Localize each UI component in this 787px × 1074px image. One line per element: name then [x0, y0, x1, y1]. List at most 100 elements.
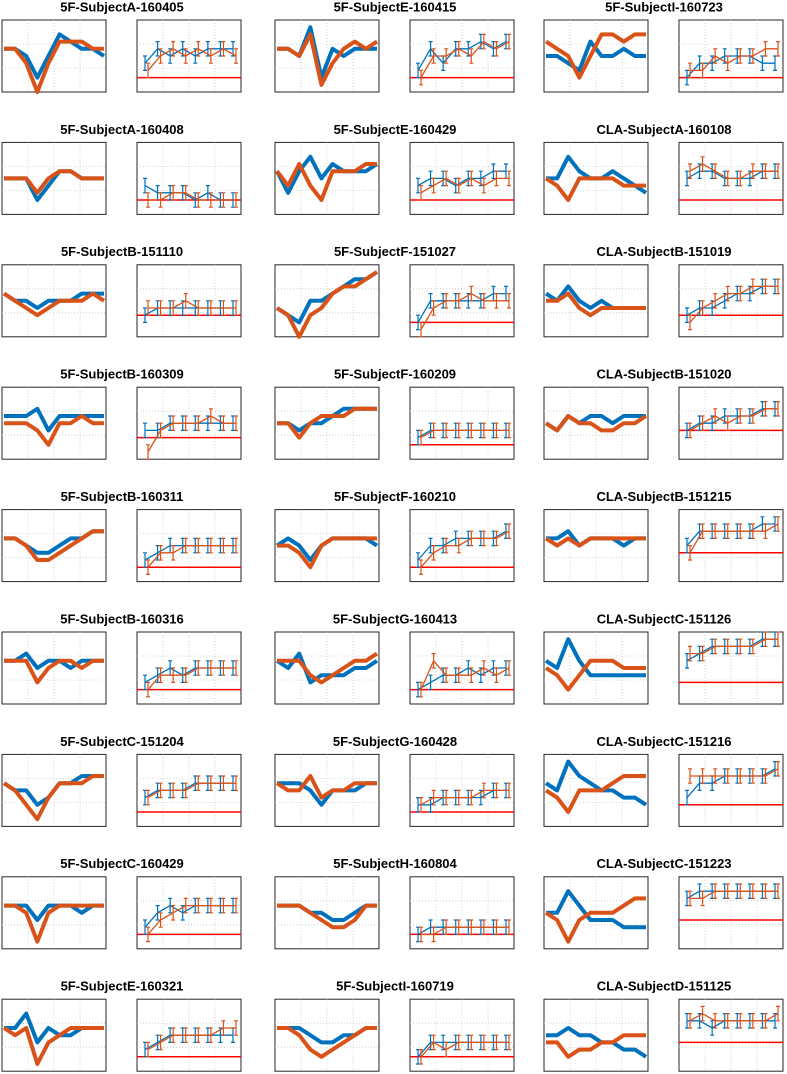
error-bar	[196, 897, 201, 914]
error-bar	[456, 41, 461, 57]
panel-title: 5F-SubjectF-160209	[334, 367, 456, 382]
mean-line	[417, 40, 507, 71]
error-bar	[419, 321, 423, 338]
trace	[4, 39, 104, 94]
error-bar	[431, 653, 436, 669]
error-bar	[431, 926, 436, 943]
error-bar	[208, 408, 213, 424]
error-bar	[725, 55, 730, 71]
mean-line	[690, 768, 779, 777]
error-bar	[146, 926, 150, 943]
mean-line	[148, 300, 236, 309]
error-bar	[431, 422, 436, 439]
error-bar	[456, 177, 461, 194]
error-bar	[183, 537, 188, 554]
mean-line	[147, 48, 237, 71]
error-bar	[428, 41, 433, 57]
mean-line	[689, 163, 778, 180]
error-bar	[158, 192, 163, 208]
mean-line	[689, 523, 779, 554]
error-bar	[469, 789, 474, 806]
error-bar	[419, 1049, 423, 1065]
error-bar	[713, 523, 718, 539]
error-bar	[208, 897, 213, 914]
error-bar	[221, 415, 226, 431]
error-bar	[419, 797, 423, 813]
error-bar	[444, 170, 449, 187]
error-bar	[776, 883, 780, 899]
trace	[275, 774, 377, 800]
trace	[4, 529, 104, 562]
error-bar	[688, 314, 692, 331]
error-bar	[763, 523, 768, 539]
trace	[4, 651, 104, 670]
mean-line	[147, 544, 236, 568]
error-bar	[494, 422, 499, 439]
error-bar	[146, 300, 150, 316]
error-bar	[234, 192, 238, 208]
mean-line	[147, 415, 236, 453]
error-bar	[208, 300, 213, 316]
trace	[544, 896, 646, 944]
error-bar	[171, 905, 176, 921]
panel-title: CLA-SubjectB-151215	[596, 489, 731, 504]
error-bar	[776, 1005, 780, 1022]
error-bar	[738, 883, 743, 899]
error-bar	[750, 48, 755, 64]
error-bar	[143, 552, 147, 568]
error-bar	[208, 537, 213, 554]
error-bar	[494, 667, 499, 683]
error-bar	[146, 681, 150, 698]
trace	[2, 291, 106, 318]
error-bar	[713, 163, 718, 179]
error-bar	[171, 545, 176, 561]
panel-title: 5F-SubjectC-151204	[60, 734, 184, 749]
trace	[544, 414, 648, 433]
error-bar	[431, 1034, 436, 1051]
error-bar	[494, 293, 499, 309]
error-bar	[750, 163, 755, 179]
error-bar	[444, 537, 449, 554]
error-bar	[700, 156, 705, 172]
error-bar	[763, 401, 768, 417]
error-bar	[688, 768, 692, 784]
error-bar	[158, 667, 163, 683]
trace	[2, 1026, 104, 1066]
error-bar	[158, 300, 163, 316]
trace	[4, 406, 104, 433]
error-bar	[725, 415, 730, 431]
error-bar	[776, 163, 780, 179]
panel-title: 5F-SubjectE-160429	[334, 122, 457, 137]
error-bar	[700, 62, 705, 79]
mean-line	[689, 285, 778, 323]
error-bar	[494, 919, 499, 935]
error-bar	[750, 638, 755, 655]
trace	[275, 154, 379, 195]
error-bar	[688, 422, 692, 439]
trace	[277, 32, 379, 87]
trace	[277, 406, 377, 440]
error-bar	[494, 1034, 499, 1051]
error-bar	[171, 185, 176, 201]
error-bar	[700, 768, 705, 784]
trace	[4, 414, 104, 447]
error-bar	[428, 170, 433, 187]
error-bar	[481, 660, 486, 676]
error-bar	[158, 782, 163, 799]
panel-title: CLA-SubjectB-151019	[596, 244, 731, 259]
error-bar	[428, 674, 433, 691]
error-bar	[171, 782, 176, 799]
panel-title: 5F-SubjectB-160316	[60, 611, 184, 626]
error-bar	[763, 768, 768, 784]
error-bar	[776, 516, 780, 532]
mean-line	[417, 667, 506, 691]
error-bar	[143, 919, 147, 935]
error-bar	[481, 530, 486, 547]
error-bar	[481, 293, 486, 309]
error-bar	[713, 883, 718, 899]
trace	[544, 637, 646, 678]
error-bar	[456, 537, 461, 554]
error-bar	[688, 1013, 692, 1029]
error-bar	[143, 307, 147, 323]
error-bar	[456, 667, 461, 683]
